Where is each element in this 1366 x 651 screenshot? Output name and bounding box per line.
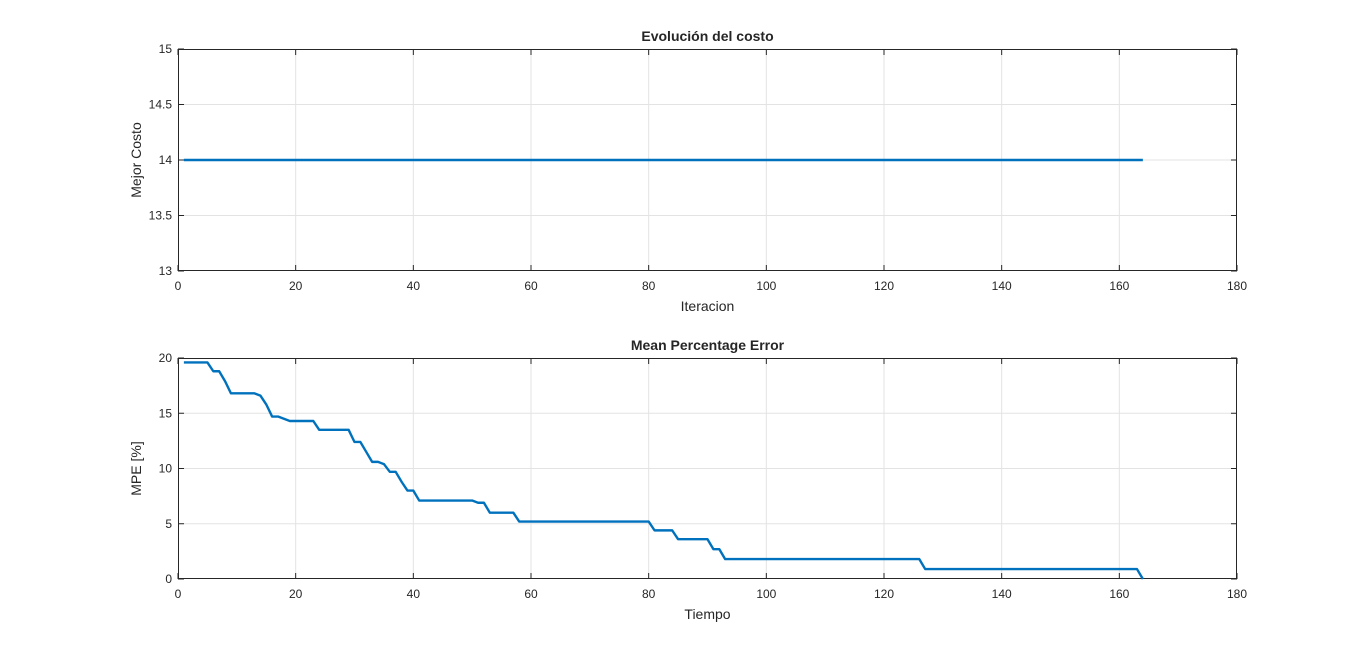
- chart-1: 0 20 40 60 80 100 120 140 160 180 13 13.5 14 14.5 15 Ev…: [128, 28, 1247, 314]
- x-tick-label: 160: [1109, 279, 1129, 293]
- y-tick-label: 14.5: [149, 98, 173, 112]
- y-tick-label: 14: [159, 153, 173, 167]
- y-tick-label: 13.5: [149, 209, 173, 223]
- chart-title: Mean Percentage Error: [631, 337, 785, 353]
- x-tick-label: 0: [175, 279, 182, 293]
- x-axis-label: Iteracion: [681, 298, 735, 314]
- y-tick-label: 20: [159, 351, 173, 365]
- x-axis-label: Tiempo: [684, 606, 730, 622]
- x-tick-label: 180: [1227, 279, 1247, 293]
- chart-2: 0 20 40 60 80 100 120 140 160 180 0 5 10 15 20 Mean Per…: [128, 337, 1247, 622]
- x-tick-label: 100: [756, 279, 776, 293]
- y-tick-label: 0: [165, 572, 172, 586]
- x-tick-label: 80: [642, 279, 656, 293]
- y-tick-label: 10: [159, 462, 173, 476]
- x-tick-label: 140: [992, 587, 1012, 601]
- series-line-1: [183, 361, 1144, 580]
- y-axis-label: Mejor Costo: [128, 122, 144, 198]
- x-tick-label: 60: [524, 587, 538, 601]
- y-tick-label: 15: [159, 406, 173, 420]
- x-tick-label: 140: [992, 279, 1012, 293]
- x-tick-label: 0: [175, 587, 182, 601]
- y-tick-label: 13: [159, 264, 173, 278]
- x-tick-label: 100: [756, 587, 776, 601]
- x-tick-label: 80: [642, 587, 656, 601]
- x-tick-label: 60: [524, 279, 538, 293]
- y-axis-label: MPE [%]: [128, 441, 144, 495]
- chart-title: Evolución del costo: [641, 28, 773, 44]
- x-tick-label: 160: [1109, 587, 1129, 601]
- x-tick-label: 120: [874, 279, 894, 293]
- x-tick-label: 180: [1227, 587, 1247, 601]
- x-tick-label: 40: [407, 587, 421, 601]
- y-tick-label: 15: [159, 42, 173, 56]
- x-tick-label: 20: [289, 279, 303, 293]
- x-tick-label: 120: [874, 587, 894, 601]
- x-tick-label: 40: [407, 279, 421, 293]
- x-tick-label: 20: [289, 587, 303, 601]
- y-tick-label: 5: [165, 517, 172, 531]
